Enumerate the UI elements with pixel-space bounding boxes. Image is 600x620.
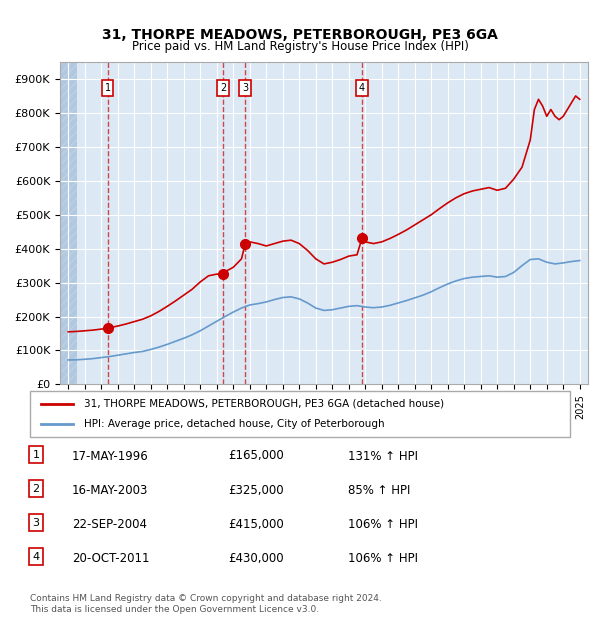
Text: 2: 2 — [32, 484, 40, 494]
Text: 106% ↑ HPI: 106% ↑ HPI — [348, 552, 418, 565]
Text: 3: 3 — [242, 83, 248, 93]
Text: £430,000: £430,000 — [228, 552, 284, 565]
Text: 31, THORPE MEADOWS, PETERBOROUGH, PE3 6GA (detached house): 31, THORPE MEADOWS, PETERBOROUGH, PE3 6G… — [84, 399, 444, 409]
Text: 31, THORPE MEADOWS, PETERBOROUGH, PE3 6GA: 31, THORPE MEADOWS, PETERBOROUGH, PE3 6G… — [102, 28, 498, 42]
Text: £325,000: £325,000 — [228, 484, 284, 497]
Text: £165,000: £165,000 — [228, 450, 284, 463]
Text: 3: 3 — [32, 518, 40, 528]
Text: HPI: Average price, detached house, City of Peterborough: HPI: Average price, detached house, City… — [84, 419, 385, 429]
Text: 4: 4 — [359, 83, 365, 93]
Text: 20-OCT-2011: 20-OCT-2011 — [72, 552, 149, 565]
Bar — [60, 62, 77, 384]
Text: 16-MAY-2003: 16-MAY-2003 — [72, 484, 148, 497]
Text: Contains HM Land Registry data © Crown copyright and database right 2024.
This d: Contains HM Land Registry data © Crown c… — [30, 595, 382, 614]
Text: 22-SEP-2004: 22-SEP-2004 — [72, 518, 147, 531]
Text: Price paid vs. HM Land Registry's House Price Index (HPI): Price paid vs. HM Land Registry's House … — [131, 40, 469, 53]
Text: 4: 4 — [32, 552, 40, 562]
FancyBboxPatch shape — [30, 391, 570, 437]
Text: 131% ↑ HPI: 131% ↑ HPI — [348, 450, 418, 463]
Text: 106% ↑ HPI: 106% ↑ HPI — [348, 518, 418, 531]
Text: 17-MAY-1996: 17-MAY-1996 — [72, 450, 149, 463]
Text: 1: 1 — [104, 83, 110, 93]
Text: £415,000: £415,000 — [228, 518, 284, 531]
Text: 1: 1 — [32, 450, 40, 459]
Text: 85% ↑ HPI: 85% ↑ HPI — [348, 484, 410, 497]
Text: 2: 2 — [220, 83, 226, 93]
